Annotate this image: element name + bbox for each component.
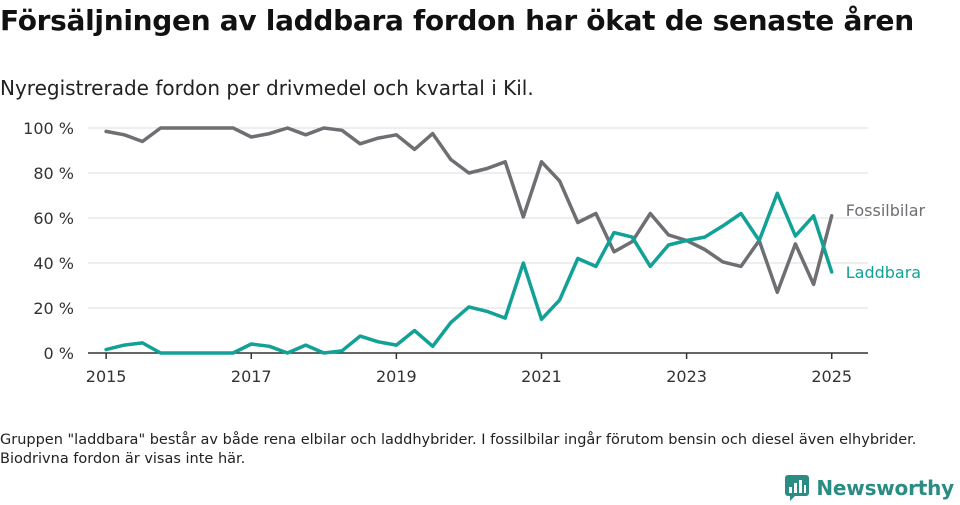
y-tick-label: 0 % — [44, 344, 74, 363]
series-line-laddbara — [104, 191, 834, 355]
x-tick-label: 2015 — [86, 367, 127, 386]
y-tick-label: 60 % — [33, 209, 74, 228]
brand: Newsworthy — [784, 474, 954, 502]
y-tick-label: 20 % — [33, 299, 74, 318]
series-label-laddbara: Laddbara — [846, 263, 921, 282]
y-tick-label: 100 % — [23, 119, 74, 138]
series-label-fossilbilar: Fossilbilar — [846, 201, 926, 220]
x-tick-label: 2023 — [666, 367, 707, 386]
brand-name: Newsworthy — [816, 476, 954, 500]
x-tick-label: 2019 — [376, 367, 417, 386]
y-tick-label: 80 % — [33, 164, 74, 183]
footnote: Gruppen "laddbara" består av både rena e… — [0, 432, 917, 467]
chart-title: Försäljningen av laddbara fordon har öka… — [0, 4, 914, 37]
series-line-fossilbilar — [104, 126, 834, 295]
x-tick-label: 2017 — [231, 367, 272, 386]
x-tick-label: 2021 — [521, 367, 562, 386]
chart-subtitle: Nyregistrerade fordon per drivmedel och … — [0, 76, 534, 100]
newsworthy-logo-icon — [785, 475, 810, 501]
y-tick-label: 40 % — [33, 254, 74, 273]
x-tick-label: 2025 — [811, 367, 852, 386]
line-chart: 0 % 20 % 40 % 60 % 80 % 100 % 2015 2017 2019 2021… — [23, 119, 926, 386]
